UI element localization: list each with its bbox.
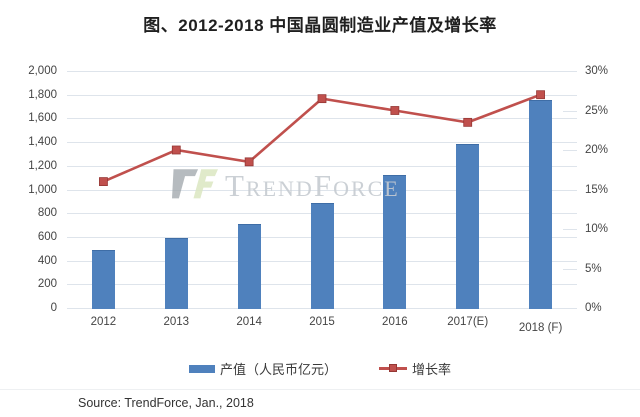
bar-2018 (F): [529, 100, 553, 309]
bar-2016: [383, 175, 407, 309]
bar-2015: [310, 202, 334, 309]
y-axis-tick-label: 2,000: [28, 65, 57, 77]
right-axis-tick-label: 10%: [585, 223, 609, 235]
chart-title: 图、2012-2018 中国晶圆制造业产值及增长率: [143, 16, 497, 35]
line-series-label: 增长率: [412, 362, 452, 377]
x-label-2015: 2015: [309, 316, 335, 328]
y-axis-tick-label: 1,400: [28, 136, 57, 149]
y-axis-tick-label: 1,200: [28, 159, 57, 172]
right-axis-tick: [563, 71, 577, 72]
x-label-2012: 2012: [90, 316, 117, 328]
bar-series-swatch: [188, 364, 215, 373]
y-axis-tick-label: 1,000: [28, 183, 57, 196]
bar-2013: [164, 238, 188, 309]
bar-2017(E): [456, 144, 480, 309]
right-axis-tick-label: 25%: [585, 104, 609, 117]
legend-item-output-value: 产值（人民币亿元）: [188, 359, 337, 378]
marker-2017(E): [463, 117, 473, 127]
source-caption: Source: TrendForce, Jan., 2018: [78, 396, 254, 410]
right-axis-tick-label: 30%: [585, 65, 609, 77]
gridline: [67, 189, 577, 191]
bar-2014: [237, 223, 261, 309]
right-axis-tick: [563, 150, 577, 151]
y-axis-tick-label: 0: [50, 302, 57, 314]
right-axis-tick: [563, 110, 577, 112]
marker-2013: [171, 145, 181, 155]
marker-2016: [390, 106, 400, 115]
bar-2012: [91, 249, 115, 309]
right-axis-tick: [563, 189, 577, 191]
right-axis-tick-label: 15%: [585, 183, 609, 196]
marker-2014: [244, 157, 254, 167]
right-axis-tick: [563, 308, 577, 309]
bar-series-label: 产值（人民币亿元）: [219, 362, 337, 377]
x-label-2017(E): 2017(E): [447, 316, 489, 328]
y-axis-tick-label: 800: [37, 207, 57, 220]
y-axis-tick-label: 600: [37, 230, 57, 243]
chart-legend: 产值（人民币亿元） 增长率: [0, 359, 640, 378]
y-axis-tick-label: 1,800: [28, 88, 57, 101]
x-label-2018 (F): 2018 (F): [518, 322, 563, 334]
marker-2012: [99, 177, 108, 186]
footer-divider: [0, 389, 640, 390]
gridline: [67, 142, 577, 144]
line-series-swatch: [379, 364, 407, 373]
gridline: [67, 71, 577, 72]
right-axis-tick-label: 0%: [585, 302, 602, 314]
x-label-2016: 2016: [382, 316, 408, 328]
x-label-2014: 2014: [236, 316, 262, 328]
right-axis-tick-label: 5%: [585, 262, 602, 275]
y-axis-tick-label: 400: [37, 254, 57, 267]
gridline: [67, 165, 577, 167]
legend-item-growth-rate: 增长率: [379, 359, 451, 378]
x-label-2013: 2013: [163, 316, 190, 328]
right-axis-tick: [563, 229, 577, 230]
right-axis-tick: [563, 268, 577, 270]
gridline: [67, 94, 577, 96]
y-axis-tick-label: 1,600: [28, 112, 57, 125]
gridline: [67, 118, 577, 120]
right-axis-tick-label: 20%: [585, 144, 609, 156]
y-axis-tick-label: 200: [37, 278, 57, 291]
marker-2015: [317, 94, 327, 104]
